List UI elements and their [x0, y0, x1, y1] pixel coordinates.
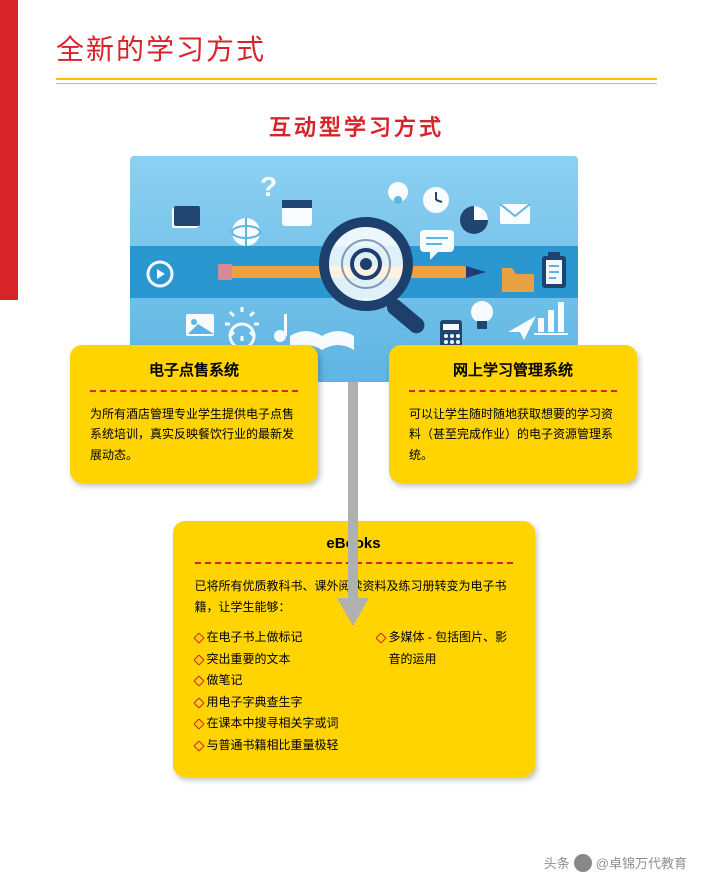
bullet-item: 突出重要的文本: [195, 649, 355, 671]
box-title: 网上学习管理系统: [409, 359, 617, 380]
calc-icon: [440, 320, 462, 348]
bullet-item: 在电子书上做标记: [195, 627, 355, 649]
box-body: 为所有酒店管理专业学生提供电子点售系统培训，真实反映餐饮行业的最新发展动态。: [90, 404, 298, 465]
dashed-divider: [409, 390, 617, 392]
box-pos-system: 电子点售系统 为所有酒店管理专业学生提供电子点售系统培训，真实反映餐饮行业的最新…: [70, 345, 318, 483]
bullet-item: 用电子字典查生字: [195, 692, 355, 714]
bullet-item: 做笔记: [195, 670, 355, 692]
clipboard-icon: [542, 252, 566, 288]
watermark-handle: @卓锦万代教育: [596, 853, 687, 872]
box-lms: 网上学习管理系统 可以让学生随时随地获取想要的学习资料（甚至完成作业）的电子资源…: [389, 345, 637, 483]
bullets-left-col: 在电子书上做标记突出重要的文本做笔记用电子字典查生字在课本中搜寻相关字或词与普通…: [195, 627, 355, 757]
bullets-right-col: 多媒体 - 包括图片、影音的运用: [377, 627, 513, 757]
page-title: 全新的学习方式: [56, 28, 657, 68]
box-body: 可以让学生随时随地获取想要的学习资料（甚至完成作业）的电子资源管理系统。: [409, 404, 617, 465]
bullet-item: 在课本中搜寻相关字或词: [195, 713, 355, 735]
subtitle: 互动型学习方式: [56, 110, 657, 142]
calendar-icon: [282, 200, 312, 226]
dashed-divider: [90, 390, 298, 392]
watermark-prefix: 头条: [544, 853, 570, 872]
watermark: 头条 @卓锦万代教育: [544, 853, 687, 872]
avatar-icon: [574, 854, 592, 872]
bullet-item: 多媒体 - 包括图片、影音的运用: [377, 627, 513, 670]
bullet-item: 与普通书籍相比重量极轻: [195, 735, 355, 757]
mail-icon: [500, 204, 530, 224]
title-underline: [56, 78, 657, 84]
accent-sidebar: [0, 0, 18, 300]
question-icon: ?: [260, 171, 277, 202]
box-title: 电子点售系统: [90, 359, 298, 380]
pie-icon: [460, 206, 488, 234]
header: 全新的学习方式 互动型学习方式: [0, 0, 707, 142]
